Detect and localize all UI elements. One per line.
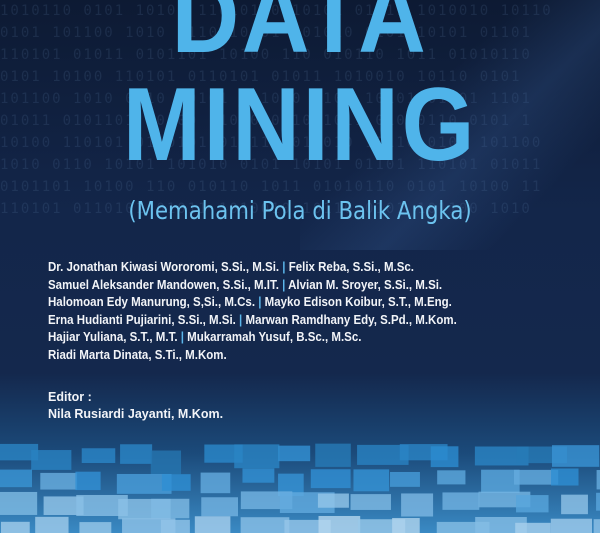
building-block bbox=[35, 516, 69, 533]
building-block bbox=[317, 493, 349, 508]
building-block bbox=[401, 493, 434, 517]
building-block bbox=[593, 519, 600, 533]
building-block bbox=[278, 473, 304, 497]
building-block bbox=[201, 497, 239, 517]
building-block bbox=[551, 445, 600, 467]
building-block bbox=[350, 494, 391, 510]
building-block bbox=[161, 474, 191, 491]
building-block bbox=[120, 444, 153, 464]
separator: | bbox=[255, 295, 265, 310]
building-block bbox=[430, 446, 459, 468]
title-line-1: DATA bbox=[171, 0, 429, 75]
editor-block: Editor : Nila Rusiardi Jayanti, M.Kom. bbox=[48, 389, 223, 423]
building-block bbox=[392, 518, 420, 533]
title-line-2: MINING bbox=[122, 67, 478, 183]
author-name: Felix Reba, S.Si., M.Sc. bbox=[288, 260, 415, 274]
author-line: Samuel Aleksander Mandowen, S.Si., M.IT.… bbox=[48, 277, 457, 295]
building-block bbox=[551, 468, 579, 486]
building-block bbox=[40, 472, 78, 490]
city-skyline-illustration bbox=[0, 443, 600, 533]
editor-label: Editor : bbox=[48, 390, 92, 404]
author-line: Erna Hudianti Pujiarini, S.Si., M.Si. | … bbox=[48, 312, 457, 330]
building-block bbox=[43, 496, 84, 516]
binary-background-pattern: 1010110 0101 10100 110101 0110101 01011 … bbox=[0, 3, 551, 217]
author-name: Halomoan Edy Manurung, S,Si., M.Cs. bbox=[48, 295, 256, 310]
editor-name: Nila Rusiardi Jayanti, M.Kom. bbox=[48, 407, 224, 421]
author-name: Erna Hudianti Pujiarini, S.Si., M.Si. bbox=[48, 312, 236, 327]
author-name: Dr. Jonathan Kiwasi Wororomi, S.Si., M.S… bbox=[48, 260, 280, 274]
building-block bbox=[204, 444, 243, 463]
building-block bbox=[0, 521, 30, 533]
author-name: Riadi Marta Dinata, S.Ti., M.Kom. bbox=[48, 347, 227, 362]
building-block bbox=[436, 521, 490, 533]
building-block bbox=[242, 468, 275, 483]
building-block bbox=[200, 472, 231, 494]
author-line: Halomoan Edy Manurung, S,Si., M.Cs. | Ma… bbox=[48, 294, 457, 312]
building-block bbox=[561, 494, 588, 515]
author-list: Dr. Jonathan Kiwasi Wororomi, S.Si., M.S… bbox=[48, 259, 457, 365]
author-line: Dr. Jonathan Kiwasi Wororomi, S.Si., M.S… bbox=[48, 259, 457, 277]
author-name: Alvian M. Sroyer, S.Si., M.Si. bbox=[288, 277, 443, 292]
building-block bbox=[357, 444, 409, 465]
building-block bbox=[76, 494, 128, 517]
building-block bbox=[550, 518, 592, 533]
building-block bbox=[240, 517, 290, 533]
separator: | bbox=[279, 260, 289, 274]
separator: | bbox=[177, 330, 188, 345]
building-block bbox=[310, 469, 351, 489]
building-block bbox=[150, 450, 182, 475]
author-name: Mukarramah Yusuf, B.Sc., M.Sc. bbox=[187, 330, 362, 345]
building-block bbox=[596, 470, 600, 490]
author-line: Hajiar Yuliana, S.T., M.T. | Mukarramah … bbox=[48, 329, 457, 347]
building-block bbox=[0, 469, 32, 488]
building-block bbox=[481, 469, 520, 494]
author-line: Riadi Marta Dinata, S.Ti., M.Kom. bbox=[48, 347, 457, 365]
building-block bbox=[353, 469, 390, 492]
building-block bbox=[514, 469, 559, 485]
building-block bbox=[234, 444, 280, 469]
building-block bbox=[0, 491, 38, 515]
subtitle: (Memahami Pola di Balik Angka) bbox=[128, 196, 472, 225]
separator: | bbox=[235, 312, 246, 327]
author-name: Hajiar Yuliana, S.T., M.T. bbox=[48, 330, 178, 345]
author-name: Marwan Ramdhany Edy, S.Pd., M.Kom. bbox=[245, 312, 457, 327]
author-name: Mayko Edison Koibur, S.T., M.Eng. bbox=[264, 295, 452, 310]
building-block bbox=[475, 516, 527, 533]
building-block bbox=[474, 446, 529, 466]
polygon-decoration bbox=[300, 0, 600, 250]
building-block bbox=[31, 450, 72, 470]
building-block bbox=[0, 443, 39, 461]
building-block bbox=[596, 492, 600, 511]
building-block bbox=[516, 495, 549, 513]
building-block bbox=[390, 471, 420, 487]
building-block bbox=[278, 445, 311, 462]
building-block bbox=[151, 498, 190, 519]
building-block bbox=[315, 443, 351, 467]
building-block bbox=[116, 473, 172, 494]
building-block bbox=[442, 492, 480, 510]
building-block bbox=[75, 471, 101, 491]
separator: | bbox=[278, 277, 289, 292]
building-block bbox=[194, 516, 231, 533]
building-block bbox=[81, 448, 116, 464]
author-name: Samuel Aleksander Mandowen, S.Si., M.IT. bbox=[48, 277, 279, 292]
building-block bbox=[79, 522, 112, 533]
building-block bbox=[437, 470, 466, 485]
building-block bbox=[318, 515, 361, 533]
building-block bbox=[160, 519, 190, 533]
building-block bbox=[240, 491, 293, 510]
building-block bbox=[515, 522, 551, 533]
